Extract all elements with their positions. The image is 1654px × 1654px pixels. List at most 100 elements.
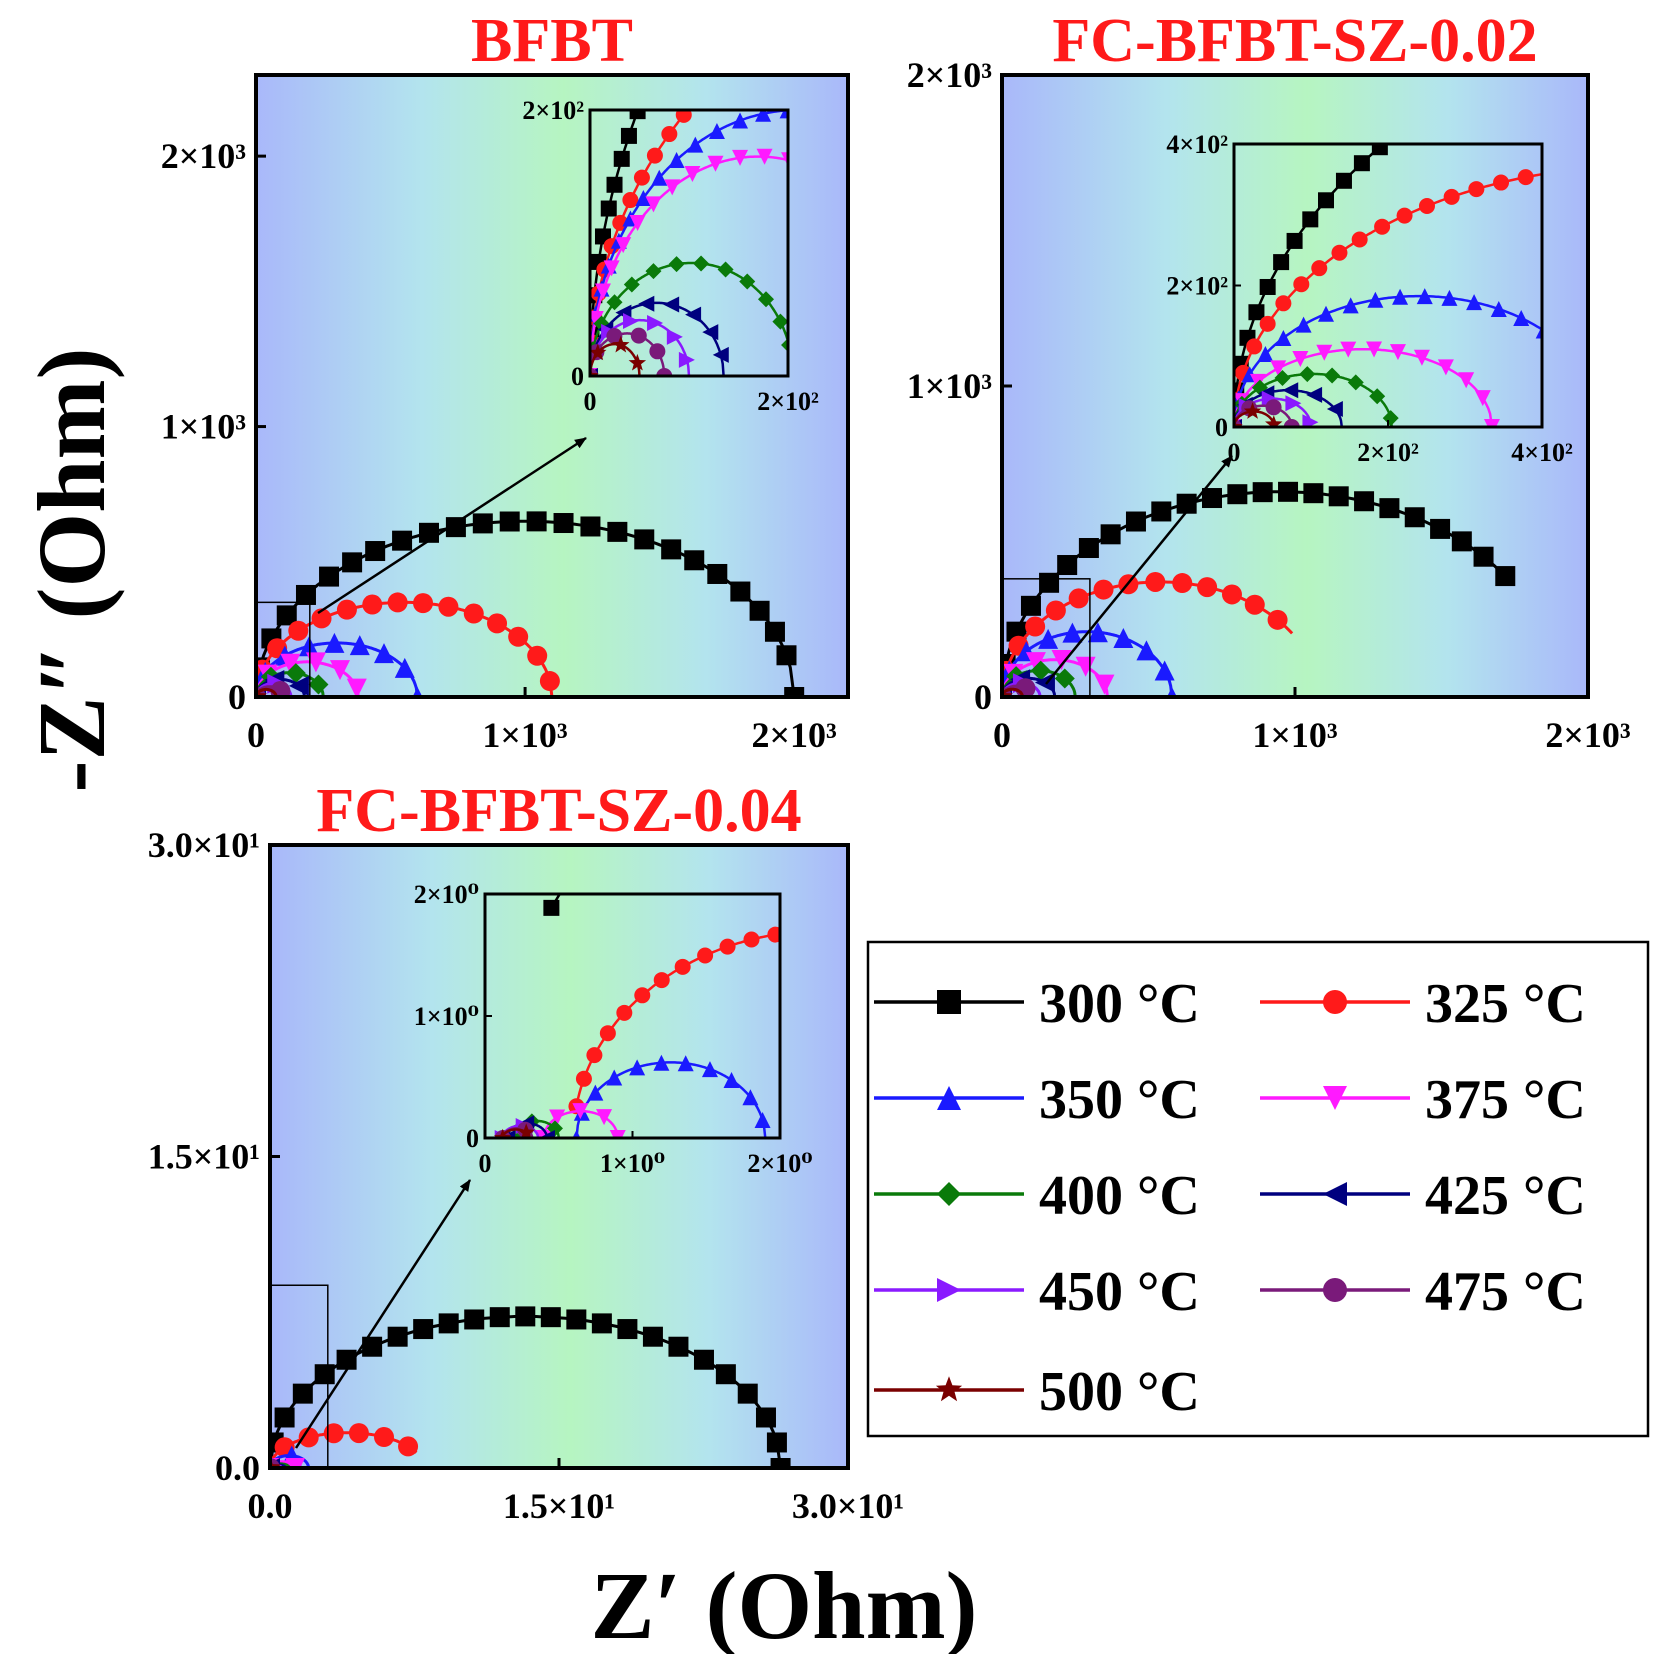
data-point — [1495, 566, 1516, 587]
data-point — [1078, 538, 1099, 559]
inset-y-tick-label: 0 — [571, 362, 584, 391]
data-point — [1275, 295, 1292, 312]
data-point — [594, 283, 611, 300]
series-300C — [256, 511, 805, 697]
data-point — [1259, 315, 1276, 332]
data-point — [739, 273, 756, 290]
data-point — [606, 1069, 623, 1086]
x-tick-label: 1×10³ — [482, 715, 568, 755]
data-point — [756, 148, 773, 165]
data-point — [1293, 276, 1310, 293]
y-tick-label: 0.0 — [215, 1448, 260, 1488]
data-point — [515, 1306, 536, 1327]
data-point — [549, 1109, 566, 1126]
inset-y-tick-label: 0 — [466, 1124, 479, 1153]
data-point — [784, 6, 800, 22]
data-point — [1201, 488, 1222, 509]
legend-label: 475 °C — [1425, 1261, 1586, 1323]
data-point — [737, 1383, 758, 1404]
inset-data-area — [1234, 144, 1542, 427]
data-point — [362, 1336, 383, 1357]
data-point — [755, 110, 772, 122]
data-point — [336, 1349, 357, 1370]
data-point — [668, 1336, 689, 1357]
data-point — [540, 1307, 561, 1328]
data-point — [708, 710, 724, 726]
series-line — [1002, 687, 1024, 697]
inset-series-400C — [1234, 366, 1399, 427]
data-point — [1275, 329, 1292, 346]
data-point — [615, 237, 632, 254]
data-point — [1299, 366, 1316, 383]
data-point — [566, 1309, 587, 1330]
data-point — [324, 632, 345, 653]
data-point — [1326, 400, 1343, 417]
data-point — [1273, 254, 1290, 271]
data-point — [1490, 301, 1507, 318]
data-point — [1068, 588, 1089, 609]
data-point — [685, 306, 702, 323]
data-point — [1265, 415, 1283, 427]
data-point — [387, 1326, 408, 1347]
axes-frame — [254, 73, 850, 699]
data-point — [1234, 417, 1243, 427]
data-point — [661, 539, 682, 560]
data-point — [1340, 341, 1357, 358]
data-point — [668, 152, 685, 169]
data-point — [719, 938, 736, 955]
inset-series-350C — [572, 1054, 771, 1138]
data-point — [658, 35, 674, 51]
y-tick-label: 1.5×10¹ — [148, 1137, 260, 1177]
data-point — [629, 110, 646, 120]
data-point — [1335, 172, 1352, 189]
data-point — [682, 0, 698, 6]
series-500C — [1002, 685, 1024, 697]
data-point — [1259, 278, 1276, 295]
data-point — [764, 621, 785, 642]
data-point — [656, 368, 673, 376]
data-point — [776, 645, 797, 666]
x-tick-label: 0 — [993, 715, 1011, 755]
inset-x-tick-label: 4×10² — [1511, 438, 1573, 467]
data-point — [1166, 687, 1177, 697]
data-point — [1441, 289, 1458, 306]
data-point — [670, 12, 686, 28]
data-point — [590, 343, 607, 361]
data-point — [1466, 294, 1483, 311]
data-point — [712, 346, 729, 363]
data-point — [572, 1130, 581, 1138]
data-point — [770, 1458, 791, 1468]
legend-marker — [1323, 990, 1347, 1014]
data-point — [1418, 197, 1435, 214]
data-area — [256, 511, 805, 697]
zoom-arrow — [1045, 455, 1233, 685]
data-point — [587, 1084, 604, 1101]
inset-series-500C — [590, 335, 647, 376]
legend-entry: 375 °C — [1260, 1069, 1586, 1131]
data-point — [311, 608, 332, 629]
data-point — [1278, 481, 1299, 502]
data-point — [1267, 609, 1288, 630]
data-point — [590, 366, 599, 376]
inset-x-tick-label: 2×10² — [1357, 438, 1419, 467]
data-point — [652, 761, 668, 777]
data-point — [623, 312, 640, 329]
data-point — [684, 166, 701, 183]
legend-marker — [937, 1278, 961, 1302]
data-point — [616, 1004, 633, 1021]
inset-series-325C — [1234, 169, 1542, 427]
data-point — [666, 328, 683, 345]
series-line — [590, 301, 725, 376]
data-point — [1282, 382, 1299, 399]
data-point — [707, 563, 728, 584]
data-point — [606, 328, 623, 345]
data-point — [668, 256, 685, 273]
data-point — [472, 513, 493, 534]
data-point — [438, 596, 459, 617]
zoom-region-box — [255, 601, 311, 698]
data-point — [781, 338, 788, 352]
data-point — [651, 169, 668, 186]
series-500C — [256, 685, 278, 697]
data-point — [1125, 511, 1146, 532]
data-point — [663, 296, 680, 313]
